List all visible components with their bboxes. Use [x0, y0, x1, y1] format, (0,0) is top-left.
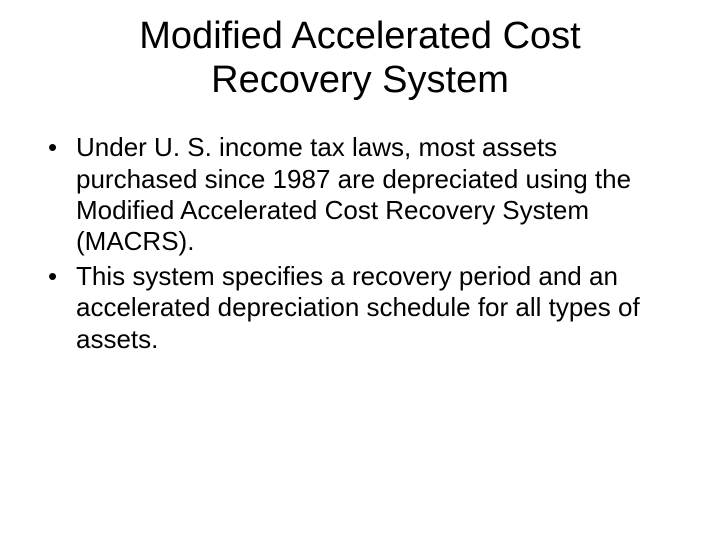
slide-title: Modified Accelerated Cost Recovery Syste… — [40, 15, 680, 102]
bullet-list: Under U. S. income tax laws, most assets… — [40, 132, 680, 354]
bullet-item: Under U. S. income tax laws, most assets… — [40, 132, 680, 257]
bullet-item: This system specifies a recovery period … — [40, 261, 680, 355]
